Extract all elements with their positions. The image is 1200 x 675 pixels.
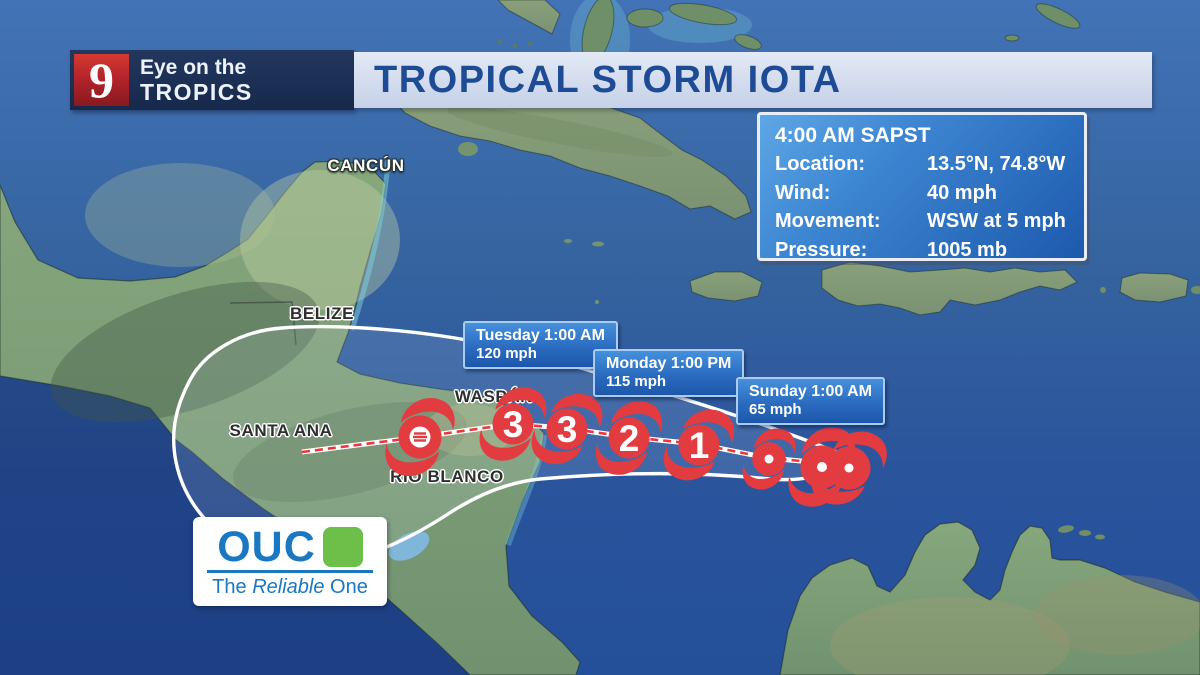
stat-row-pressure: Pressure: 1005 mb xyxy=(775,236,1084,265)
place-label-waspan: WASPÁN xyxy=(454,387,534,406)
place-label-cancun: CANCÚN xyxy=(327,156,405,175)
title-banner: TROPICAL STORM IOTA xyxy=(354,52,1152,108)
hispaniola-island xyxy=(821,261,1078,316)
stat-label: Wind: xyxy=(775,181,831,204)
sponsor-tagline: The Reliable One xyxy=(212,576,368,598)
storm-title: TROPICAL STORM IOTA xyxy=(374,58,842,101)
stat-label: Location: xyxy=(775,153,865,175)
sponsor-logo-ouc: OUC The Reliable One xyxy=(193,517,387,606)
station-number: 9 xyxy=(89,52,114,108)
lightbulb-icon xyxy=(197,520,363,567)
stat-row-wind: Wind: 40 mph xyxy=(775,179,1084,208)
place-label-belize: BELIZE xyxy=(289,304,355,323)
tagline-one: One xyxy=(330,575,368,598)
stat-value: 40 mph xyxy=(927,181,998,204)
show-title-line2: TROPICS xyxy=(140,78,253,105)
show-title-line1: Eye on the xyxy=(140,55,247,79)
forecast-wind: 120 mph xyxy=(476,345,537,362)
stat-row-location: Location: 13.5°N, 74.8°W xyxy=(775,150,1084,179)
stat-label: Pressure: xyxy=(775,238,868,261)
storm-stats-panel: 4:00 AM SAPST Location: 13.5°N, 74.8°W Wi… xyxy=(757,112,1087,261)
sponsor-name: OUC xyxy=(217,522,316,571)
channel-9-logo: 9 Eye on the TROPICS xyxy=(70,50,354,110)
channel-9-badge: 9 xyxy=(74,54,129,106)
forecast-label-monday: Monday 1:00 PM 115 mph xyxy=(593,349,745,397)
stat-value: 1005 mb xyxy=(927,238,1008,261)
forecast-wind: 115 mph xyxy=(606,373,667,390)
stat-row-movement: Movement: WSW at 5 mph xyxy=(775,207,1084,236)
show-title: Eye on the TROPICS xyxy=(129,56,253,105)
place-label-santa-ana: SANTA ANA xyxy=(229,421,333,440)
logo-divider xyxy=(207,569,373,573)
forecast-time: Tuesday 1:00 AM xyxy=(476,327,605,344)
forecast-label-tuesday: Tuesday 1:00 AM 120 mph xyxy=(463,321,618,369)
place-label-rio-blanco: RÍO BLANCO xyxy=(390,467,504,486)
advisory-timestamp: 4:00 AM SAPST xyxy=(775,124,931,147)
cuba-island xyxy=(391,89,752,220)
tagline-reliable: Reliable xyxy=(252,575,325,598)
tagline-the: The xyxy=(212,575,247,598)
forecast-time: Sunday 1:00 AM xyxy=(749,383,872,400)
jamaica-island xyxy=(689,271,763,302)
forecast-wind: 65 mph xyxy=(749,401,802,418)
forecast-time: Monday 1:00 PM xyxy=(606,355,732,372)
stat-value: 13.5°N, 74.8°W xyxy=(927,153,1066,175)
puerto-rico-island xyxy=(1119,272,1189,303)
stat-label: Movement: xyxy=(775,210,881,232)
south-america-landmass xyxy=(779,521,1200,675)
forecast-label-sunday: Sunday 1:00 AM 65 mph xyxy=(736,377,885,425)
stat-value: WSW at 5 mph xyxy=(927,210,1066,232)
